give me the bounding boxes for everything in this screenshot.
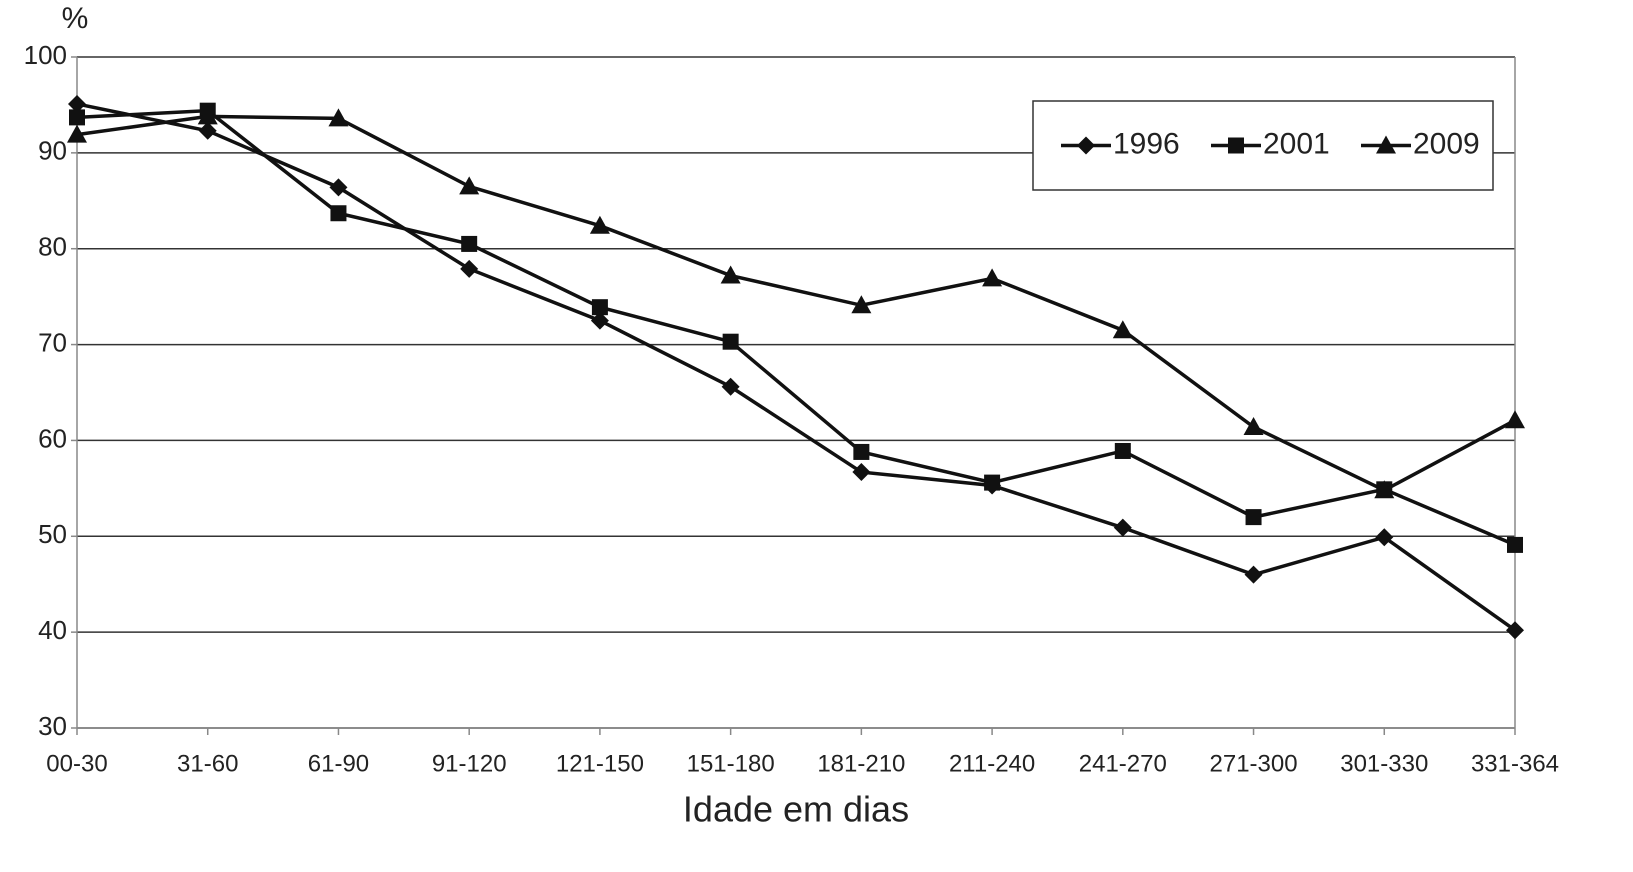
marker (984, 474, 1001, 491)
marker (852, 463, 871, 482)
x-tick-label: 301-330 (1340, 750, 1428, 777)
marker (1243, 417, 1264, 436)
x-tick-label: 00-30 (46, 750, 107, 777)
marker (1077, 136, 1095, 155)
legend-label: 2009 (1413, 127, 1480, 160)
x-tick-label: 91-120 (432, 750, 507, 777)
x-tick-label: 31-60 (177, 750, 238, 777)
line (76, 114, 1516, 493)
marker (197, 106, 218, 125)
line (76, 102, 1517, 632)
y-tick-label: 90 (38, 136, 67, 166)
marker (1507, 536, 1523, 553)
marker (853, 443, 870, 460)
line (76, 108, 1516, 547)
marker (1113, 518, 1132, 537)
marker (461, 235, 478, 252)
marker (1374, 480, 1395, 499)
marker (1376, 135, 1396, 154)
marker (1114, 442, 1131, 459)
marker (591, 299, 608, 316)
x-tick-label: 121-150 (556, 750, 644, 777)
marker (329, 178, 348, 197)
x-tick-label: 271-300 (1210, 750, 1298, 777)
marker (330, 205, 347, 222)
legend-label: 2001 (1263, 127, 1330, 160)
y-tick-label: 100 (24, 40, 67, 70)
marker (1228, 137, 1244, 154)
marker (722, 333, 739, 350)
y-tick-label: 40 (38, 615, 67, 645)
marker (1375, 528, 1394, 547)
marker (459, 176, 480, 195)
marker (720, 265, 741, 284)
y-tick-label: 60 (38, 423, 67, 453)
x-tick-label: 211-240 (949, 750, 1035, 777)
x-tick-label: 241-270 (1079, 750, 1167, 777)
marker (460, 259, 479, 278)
legend-label: 1996 (1113, 127, 1180, 160)
x-tick-label: 181-210 (817, 750, 905, 777)
marker (721, 377, 740, 396)
y-tick-label: 50 (38, 519, 67, 549)
x-tick-label: 151-180 (687, 750, 775, 777)
chart-title: % (62, 2, 89, 35)
marker (1505, 410, 1525, 429)
marker (198, 121, 217, 140)
marker (67, 124, 87, 143)
marker (68, 94, 86, 113)
x-axis-label: Idade em dias (683, 789, 909, 830)
y-tick-label: 30 (38, 711, 67, 741)
x-tick-label: 61-90 (308, 750, 369, 777)
marker (1244, 565, 1263, 584)
marker (1245, 509, 1262, 526)
marker (982, 268, 1003, 287)
y-tick-label: 70 (38, 327, 67, 357)
marker (851, 295, 872, 314)
marker (328, 108, 349, 127)
marker (589, 215, 610, 234)
marker (1112, 320, 1133, 339)
marker (69, 109, 85, 126)
marker (590, 311, 609, 330)
marker (1506, 621, 1524, 640)
y-tick-label: 80 (38, 232, 67, 262)
x-tick-label: 331-364 (1471, 750, 1559, 777)
